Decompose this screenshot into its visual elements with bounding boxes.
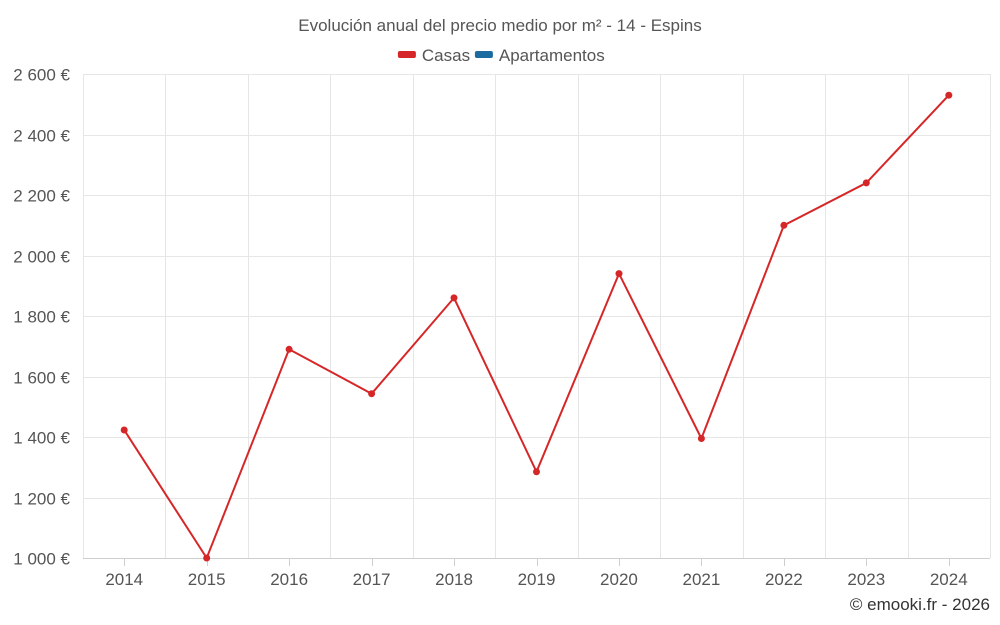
data-point xyxy=(120,426,128,434)
data-point xyxy=(697,435,705,442)
x-tick-label: 2014 xyxy=(105,570,143,589)
legend-swatch xyxy=(397,51,416,58)
y-tick-label: 1 000 € xyxy=(13,550,70,569)
x-tick-label: 2021 xyxy=(682,570,720,589)
y-tick-label: 2 400 € xyxy=(13,127,70,146)
x-tick-label: 2018 xyxy=(435,570,473,589)
legend-swatch xyxy=(474,51,493,58)
x-tick-label: 2022 xyxy=(765,570,803,589)
x-tick-label: 2019 xyxy=(518,570,556,589)
legend-item-casas: Casas xyxy=(397,46,470,65)
data-point xyxy=(368,390,376,398)
legend-label: Casas xyxy=(422,46,470,65)
y-tick-label: 1 200 € xyxy=(13,490,70,509)
credit-text: © emooki.fr - 2026 xyxy=(850,595,990,614)
y-tick-label: 1 600 € xyxy=(13,369,70,388)
legend-item-apartamentos: Apartamentos xyxy=(474,46,605,65)
data-point xyxy=(780,221,788,229)
x-tick-label: 2017 xyxy=(353,570,391,589)
data-point xyxy=(285,345,293,353)
y-tick-label: 2 200 € xyxy=(13,187,70,206)
y-tick-label: 1 400 € xyxy=(13,429,70,448)
grid xyxy=(83,74,991,558)
y-tick-label: 2 600 € xyxy=(13,66,70,85)
data-point xyxy=(450,294,458,302)
x-tick-label: 2015 xyxy=(188,570,226,589)
data-point xyxy=(533,468,540,476)
x-tick-label: 2023 xyxy=(847,570,885,589)
data-point xyxy=(862,179,870,187)
chart-title: Evolución anual del precio medio por m² … xyxy=(298,16,701,35)
x-tick-label: 2024 xyxy=(930,570,968,589)
legend: Casas Apartamentos xyxy=(397,46,605,65)
x-tick-label: 2016 xyxy=(270,570,308,589)
data-point xyxy=(203,554,211,562)
x-tick-label: 2020 xyxy=(600,570,638,589)
axes: 1 000 € 1 200 € 1 400 € 1 600 € 1 800 € 2 000… xyxy=(13,66,990,589)
legend-label: Apartamentos xyxy=(499,46,605,65)
series xyxy=(120,91,953,562)
y-tick-label: 1 800 € xyxy=(13,308,70,327)
data-point xyxy=(945,91,953,99)
y-tick-label: 2 000 € xyxy=(13,248,70,267)
data-point xyxy=(615,270,623,278)
